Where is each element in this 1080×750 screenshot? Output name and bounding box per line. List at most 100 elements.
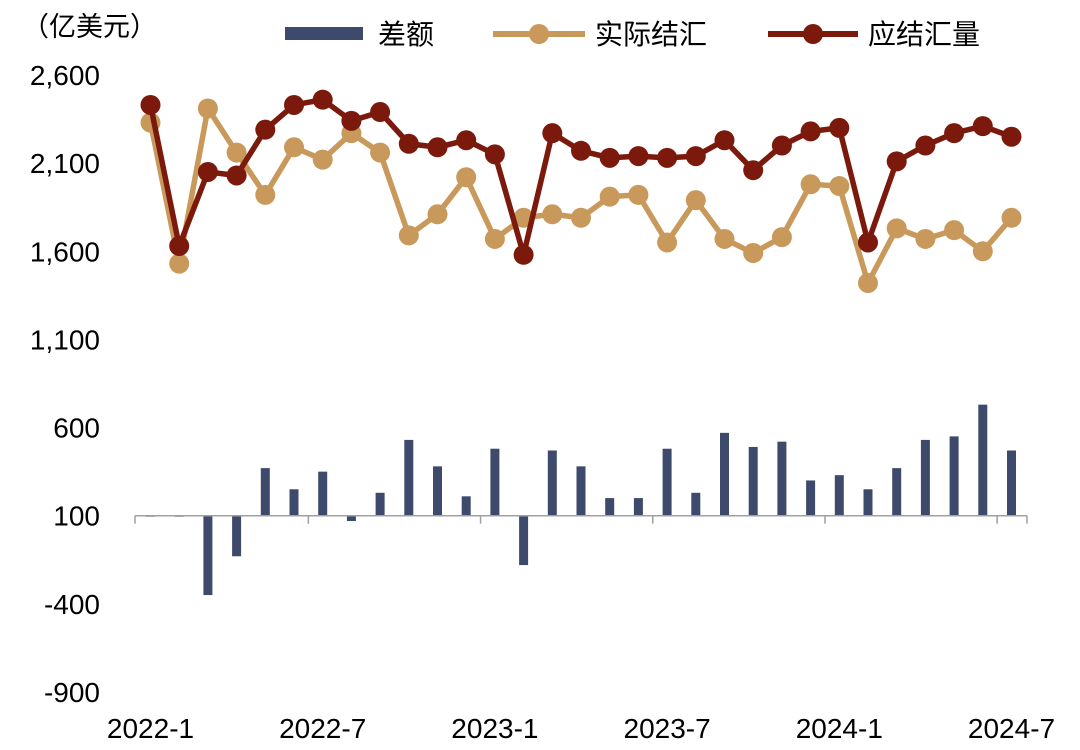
actual-point <box>743 243 764 264</box>
bar-diff <box>748 446 758 516</box>
actual-point <box>685 190 706 211</box>
bar-diff <box>1007 450 1016 516</box>
actual-point <box>628 184 649 205</box>
actual-point <box>800 174 821 195</box>
actual-point <box>427 204 448 225</box>
bar-diff <box>375 492 385 516</box>
x-axis-labels: 2022-1 2022-7 2023-1 2023-7 2024-1 2024-7 <box>107 713 1055 744</box>
bar-diff <box>892 468 902 516</box>
due-point <box>312 89 333 110</box>
due-point <box>513 244 534 265</box>
actual-point <box>714 228 735 249</box>
due-point <box>628 146 649 167</box>
due-point <box>197 161 218 182</box>
y-tick-label: 600 <box>53 413 100 444</box>
due-point <box>456 130 477 151</box>
legend-marker-due <box>803 24 823 44</box>
x-tick-label: 2024-1 <box>796 713 883 744</box>
y-tick-label: 100 <box>53 501 100 532</box>
due-point <box>255 119 276 140</box>
due-point <box>714 130 735 151</box>
actual-point <box>197 98 218 119</box>
bar-diff <box>346 515 356 522</box>
bar-diff <box>834 475 844 516</box>
actual-point <box>771 227 792 248</box>
actual-point <box>886 218 907 239</box>
y-tick-label: -900 <box>44 677 100 708</box>
due-point <box>829 117 850 138</box>
due-point <box>599 147 620 168</box>
due-point <box>169 235 190 256</box>
legend-label-due: 应结汇量 <box>868 18 980 51</box>
actual-point <box>312 149 333 170</box>
bar-diff <box>461 496 471 516</box>
actual-point <box>571 207 591 228</box>
bar-diff <box>433 466 442 516</box>
due-point <box>341 110 362 131</box>
x-tick-label: 2023-7 <box>624 713 711 744</box>
due-point <box>484 144 505 165</box>
actual-point <box>829 176 850 197</box>
due-point <box>1001 126 1022 147</box>
bar-diff <box>404 439 414 516</box>
line-series-due <box>140 89 1022 265</box>
actual-point <box>169 253 190 274</box>
actual-point <box>1001 207 1022 228</box>
y-tick-label: -400 <box>44 589 100 620</box>
actual-point <box>456 167 477 188</box>
due-point <box>370 102 391 123</box>
x-tick-label: 2024-7 <box>968 713 1055 744</box>
bar-diff <box>605 498 615 516</box>
bar-diff <box>232 515 242 557</box>
actual-point <box>542 204 563 225</box>
legend: 差额 实际结汇 应结汇量 <box>285 18 980 51</box>
bar-diff <box>547 450 557 516</box>
due-point <box>743 160 764 181</box>
due-point <box>858 232 878 253</box>
bar-diff <box>720 432 729 516</box>
bar-diff <box>949 436 959 516</box>
legend-swatch-diff <box>285 27 363 40</box>
bar-diff <box>576 466 586 516</box>
actual-point <box>972 241 993 262</box>
bar-diff <box>289 489 299 516</box>
due-point <box>800 121 821 142</box>
y-tick-label: 1,600 <box>30 236 100 267</box>
y-tick-label: 2,600 <box>30 60 100 91</box>
due-point <box>226 165 247 186</box>
due-point <box>657 147 678 168</box>
bar-series-diff <box>146 404 1016 596</box>
bar-diff <box>691 492 701 516</box>
due-point <box>542 123 563 144</box>
actual-point <box>657 232 678 253</box>
bar-diff <box>490 448 500 516</box>
bar-diff <box>777 441 787 516</box>
bar-diff <box>633 498 643 516</box>
legend-label-actual: 实际结汇 <box>595 18 707 51</box>
due-point <box>140 94 161 115</box>
legend-marker-actual <box>529 24 549 44</box>
due-point <box>915 135 936 156</box>
bar-diff <box>806 480 816 516</box>
bar-diff <box>260 468 270 516</box>
due-point <box>571 140 591 161</box>
due-point <box>427 137 448 158</box>
actual-point <box>226 142 247 163</box>
legend-label-diff: 差额 <box>378 18 434 51</box>
bar-diff <box>863 489 873 516</box>
due-point <box>398 133 419 154</box>
x-axis-ticks <box>134 515 1028 524</box>
bar-diff <box>978 404 988 516</box>
x-tick-label: 2022-7 <box>279 713 366 744</box>
y-tick-label: 2,100 <box>30 148 100 179</box>
actual-point <box>944 220 965 241</box>
actual-point <box>284 137 304 158</box>
actual-point <box>370 142 391 163</box>
due-point <box>972 116 993 137</box>
bar-diff <box>318 471 328 516</box>
due-point <box>886 151 907 172</box>
actual-point <box>484 228 505 249</box>
due-point <box>284 94 304 115</box>
bar-diff <box>203 515 213 596</box>
